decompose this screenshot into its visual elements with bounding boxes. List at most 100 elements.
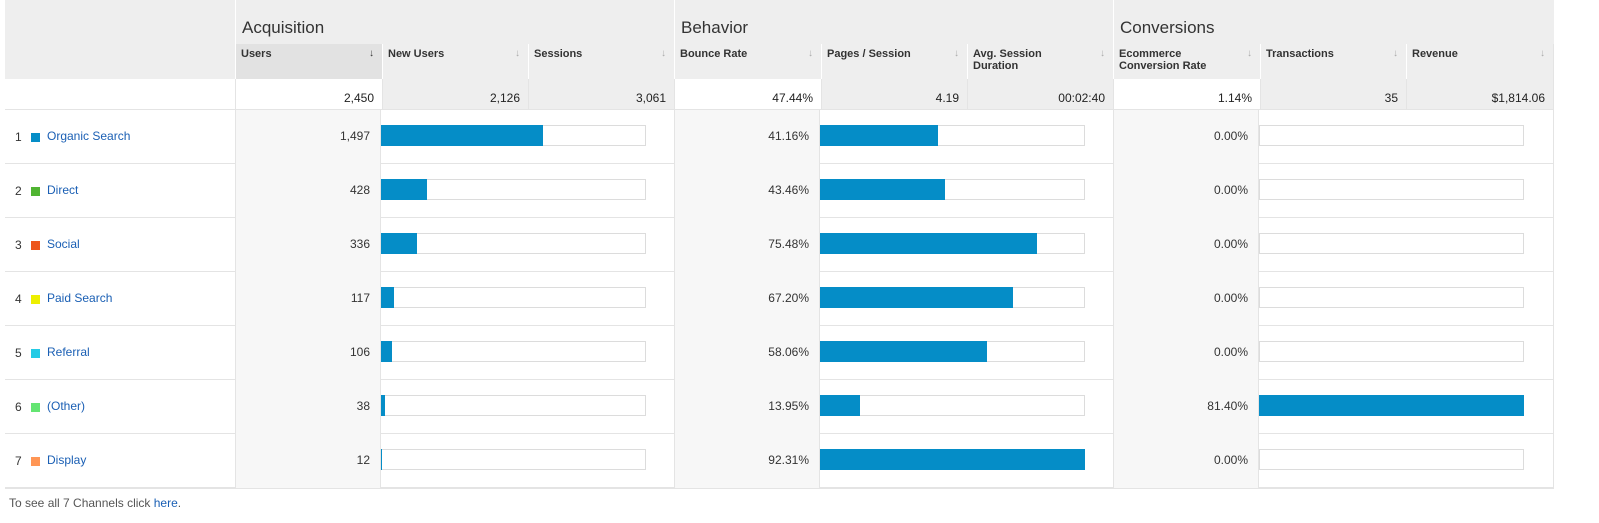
bounce-share-bar-fill [820,287,1013,308]
col-label-ecom-rate: Ecommerce Conversion Rate [1119,48,1207,72]
channel-link[interactable]: Referral [47,345,90,359]
row-number: 6 [15,400,22,414]
table-row: 7 Display 12 92.31% 0.00% [5,434,1553,488]
ecom-rate-cell-value: 0.00% [1213,291,1248,305]
bounce-rate-cell: 13.95% [674,380,819,434]
users-cell: 12 [235,434,380,488]
sort-arrow-icon[interactable]: ↓ [369,48,374,59]
sort-arrow-icon[interactable]: ↓ [1247,48,1252,59]
row-channel-cell: 3 Social [5,218,235,272]
users-share-bar-track [381,341,646,362]
ecom-share-bar-track [1259,179,1524,200]
bounce-share-bar [819,434,1113,488]
col-head-bounce-rate[interactable]: Bounce Rate ↓ [674,44,821,79]
users-cell-value: 106 [349,345,370,359]
ecom-rate-cell: 0.00% [1113,326,1258,380]
users-cell: 1,497 [235,110,380,164]
group-acquisition: Acquisition [235,0,675,44]
table-row: 3 Social 336 75.48% 0.00% [5,218,1553,272]
total-avg-duration: 00:02:40 [967,79,1113,110]
ecom-rate-cell-value: 0.00% [1213,453,1248,467]
ecom-share-bar [1258,434,1553,488]
col-label-bounce-rate: Bounce Rate [680,48,748,60]
ecom-rate-cell: 0.00% [1113,218,1258,272]
bounce-rate-cell: 58.06% [674,326,819,380]
channel-link[interactable]: (Other) [47,399,86,413]
total-blank [5,79,235,110]
total-sessions-value: 3,061 [635,91,666,105]
sort-arrow-icon[interactable]: ↓ [661,48,666,59]
channel-link[interactable]: Social [47,237,80,251]
bounce-share-bar [819,218,1113,272]
sort-arrow-icon[interactable]: ↓ [808,48,813,59]
total-pages-session: 4.19 [821,79,967,110]
col-head-avg-duration[interactable]: Avg. Session Duration ↓ [967,44,1113,79]
channel-link[interactable]: Display [47,453,87,467]
col-label-users: Users [241,48,272,60]
total-revenue: $1,814.06 [1406,79,1553,110]
table-row: 5 Referral 106 58.06% 0.00% [5,326,1553,380]
row-number: 5 [15,346,22,360]
sort-arrow-icon[interactable]: ↓ [515,48,520,59]
total-pages-session-value: 4.19 [935,91,959,105]
users-share-bar [380,326,674,380]
table-row: 1 Organic Search 1,497 41.16% 0.00% [5,110,1553,164]
bounce-rate-cell-value: 92.31% [768,453,809,467]
row-channel-cell: 4 Paid Search [5,272,235,326]
channel-link[interactable]: Direct [47,183,79,197]
sort-arrow-icon[interactable]: ↓ [1100,48,1105,59]
col-head-transactions[interactable]: Transactions ↓ [1260,44,1406,79]
see-all-channels-link[interactable]: here [153,496,178,510]
users-share-bar [380,110,674,164]
total-ecom-rate: 1.14% [1113,79,1260,110]
ecom-rate-cell-value: 0.00% [1213,237,1248,251]
ecom-share-bar [1258,218,1553,272]
bounce-share-bar-fill [820,449,1085,470]
total-ecom-rate-value: 1.14% [1217,91,1252,105]
users-share-bar-track [381,395,646,416]
users-cell-value: 336 [349,237,370,251]
bounce-share-bar-track [820,125,1085,146]
users-cell-value: 12 [356,453,370,467]
row-channel-cell: 6 (Other) [5,380,235,434]
sort-arrow-icon[interactable]: ↓ [954,48,959,59]
ecom-share-bar-track [1259,233,1524,254]
bounce-rate-cell: 67.20% [674,272,819,326]
bounce-share-bar-fill [820,179,945,200]
ecom-rate-cell: 0.00% [1113,272,1258,326]
channel-link[interactable]: Paid Search [47,291,113,305]
bounce-share-bar-fill [820,341,987,362]
bounce-share-bar [819,164,1113,218]
col-head-users[interactable]: Users ↓ [235,44,382,79]
sort-arrow-icon[interactable]: ↓ [1393,48,1398,59]
col-head-revenue[interactable]: Revenue ↓ [1406,44,1553,79]
ecom-rate-cell: 81.40% [1113,380,1258,434]
col-head-new-users[interactable]: New Users ↓ [382,44,528,79]
col-label-transactions: Transactions [1266,48,1334,60]
channel-link[interactable]: Organic Search [47,129,131,143]
table-row: 6 (Other) 38 13.95% 81.40% [5,380,1553,434]
users-share-bar-fill [381,341,392,362]
ecom-share-bar-track [1259,449,1524,470]
ecom-share-bar-track [1259,341,1524,362]
ecom-rate-cell-value: 0.00% [1213,345,1248,359]
users-cell: 117 [235,272,380,326]
col-head-sessions[interactable]: Sessions ↓ [528,44,674,79]
bounce-share-bar-track [820,341,1085,362]
bounce-rate-cell-value: 75.48% [768,237,809,251]
bounce-rate-cell-value: 43.46% [768,183,809,197]
row-number: 7 [15,454,22,468]
row-number: 3 [15,238,22,252]
users-cell-value: 1,497 [339,129,370,143]
total-sessions: 3,061 [528,79,674,110]
col-head-pages-session[interactable]: Pages / Session ↓ [821,44,967,79]
ecom-rate-cell: 0.00% [1113,164,1258,218]
col-head-ecom-rate[interactable]: Ecommerce Conversion Rate ↓ [1113,44,1260,79]
sort-arrow-icon[interactable]: ↓ [1540,48,1545,59]
bounce-share-bar [819,380,1113,434]
channel-color-swatch-icon [31,295,40,304]
ecom-share-bar-fill [1259,395,1524,416]
ecom-share-bar [1258,272,1553,326]
users-share-bar [380,272,674,326]
channel-color-swatch-icon [31,457,40,466]
